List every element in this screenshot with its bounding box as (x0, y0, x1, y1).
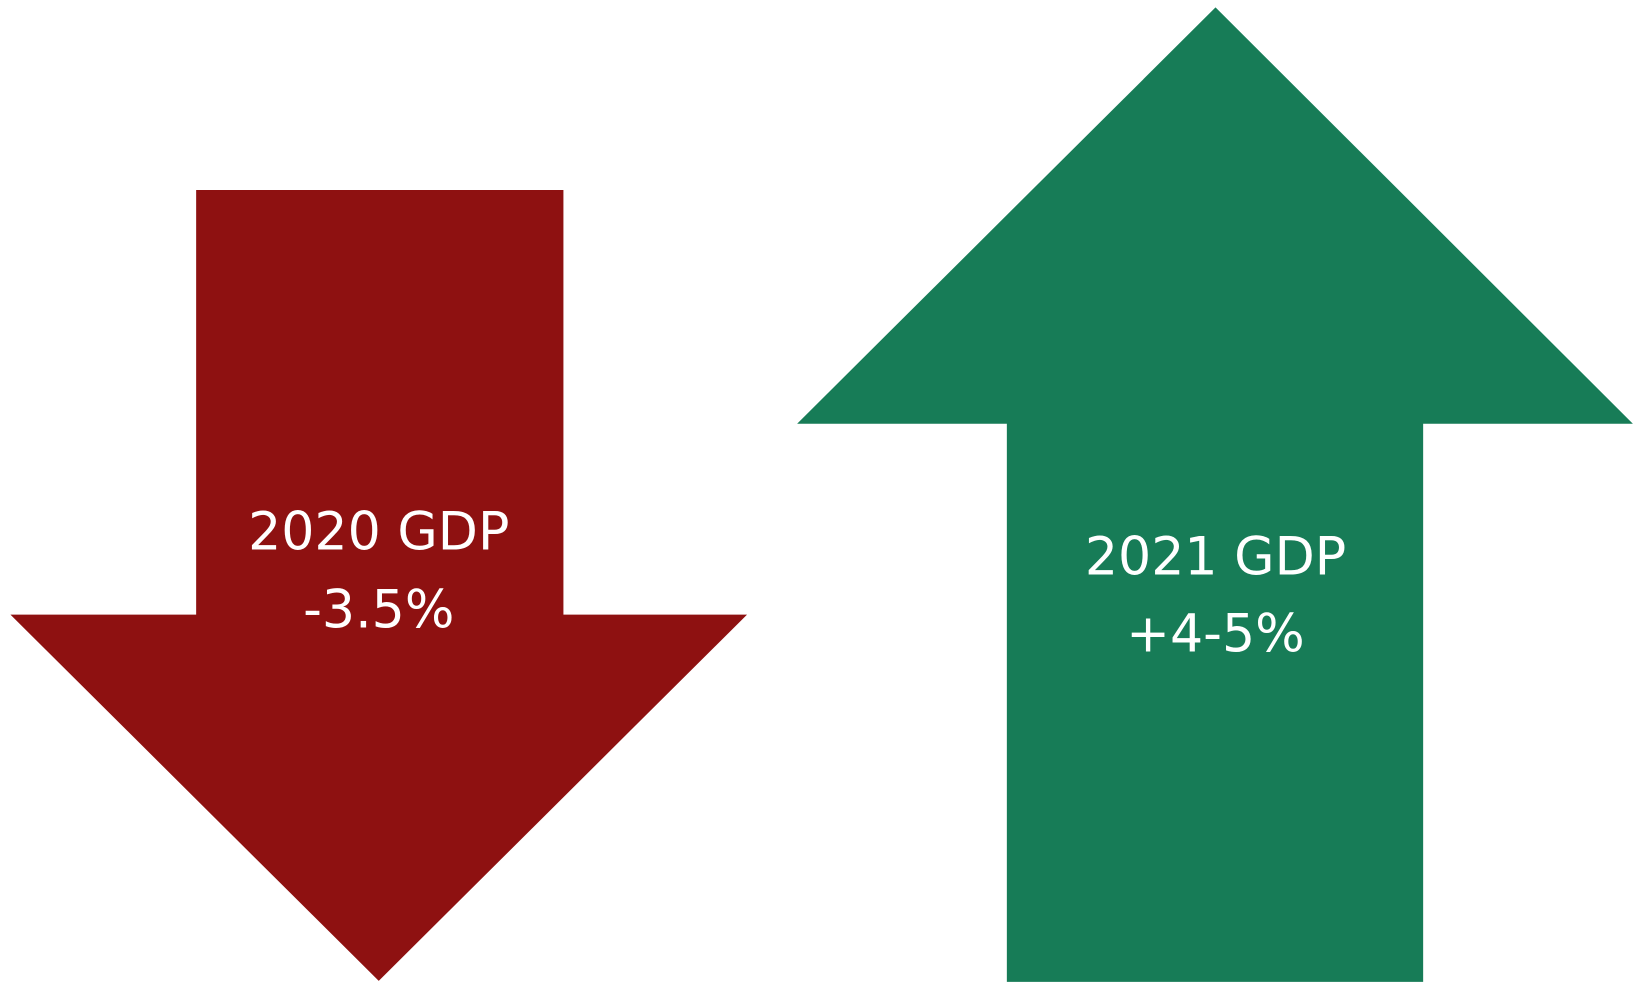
arrow-label: 2021 GDP (1085, 527, 1346, 587)
arrow-shape (797, 7, 1633, 982)
down-arrow: 2020 GDP -3.5% (10, 189, 748, 981)
arrow-value: +4-5% (1126, 605, 1304, 665)
arrow-shape (10, 189, 748, 981)
arrow-value: -3.5% (303, 581, 454, 641)
up-arrow: 2021 GDP +4-5% (797, 7, 1633, 982)
arrow-label: 2020 GDP (248, 502, 509, 562)
